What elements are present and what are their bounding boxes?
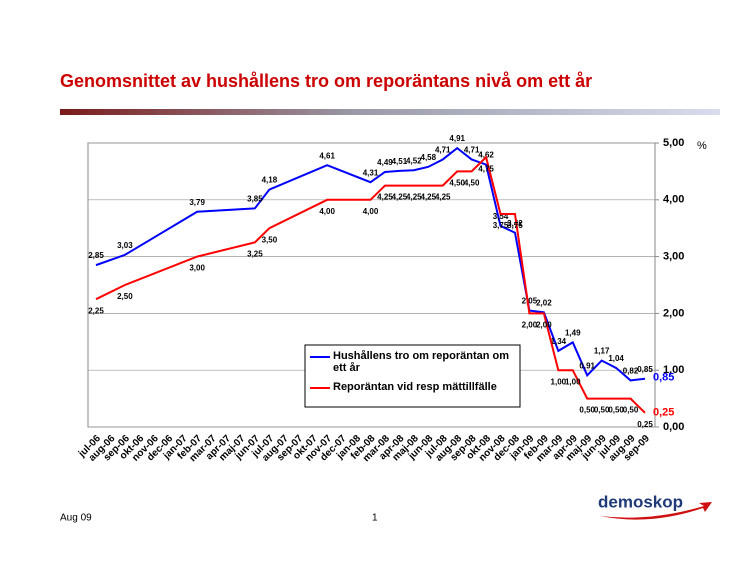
logo: demoskop	[598, 492, 683, 511]
data-label: 1,00	[551, 377, 567, 386]
y-tick-label: 0,00	[663, 421, 684, 433]
y-tick-label: 3,00	[663, 251, 684, 263]
data-label: 3,75	[493, 221, 509, 230]
data-label: 4,71	[464, 146, 480, 155]
data-label: 4,58	[421, 153, 437, 162]
series-line	[95, 146, 646, 382]
data-label: 2,00	[536, 321, 552, 330]
data-label: 1,04	[608, 354, 624, 363]
y-tick-label: 2,00	[663, 307, 684, 319]
data-label: 1,00	[565, 377, 581, 386]
data-label: 4,25	[421, 193, 437, 202]
data-label: 4,25	[435, 193, 451, 202]
data-label: 0,85	[637, 365, 653, 374]
page-number: 1	[372, 513, 378, 524]
legend-label-box: Hushållens tro om reporäntan om ett år	[333, 350, 510, 374]
data-label: 4,51	[392, 157, 408, 166]
data-label: 4,25	[392, 193, 408, 202]
data-label: 2,02	[536, 298, 552, 307]
data-label: 1,49	[565, 328, 581, 337]
data-label: 2,05	[522, 297, 538, 306]
data-label: 4,62	[478, 151, 494, 160]
end-label: 0,85	[653, 372, 674, 384]
data-label: 4,31	[363, 168, 379, 177]
data-label: 3,85	[247, 194, 263, 203]
data-label: 0,50	[594, 406, 610, 415]
unit-label: %	[697, 140, 707, 152]
data-label: 3,50	[262, 235, 278, 244]
data-label: 4,71	[435, 146, 451, 155]
legend	[304, 344, 521, 408]
data-label: 3,75	[507, 221, 523, 230]
footer-date: Aug 09	[60, 513, 92, 524]
legend-items: Hushållens tro om reporäntan om ett år Re…	[310, 350, 510, 393]
data-label: 2,85	[88, 251, 104, 260]
chart-title: Genomsnittet av hushållens tro om reporä…	[60, 71, 592, 91]
end-label: 0,25	[653, 407, 674, 419]
data-label: 3,54	[493, 212, 509, 221]
legend-label-box: Reporäntan vid resp mättillfälle	[333, 381, 497, 393]
data-label: 4,75	[478, 164, 494, 173]
data-label: 4,00	[319, 207, 335, 216]
data-label: 4,61	[319, 151, 335, 160]
data-label: 2,25	[88, 306, 104, 315]
data-label: 4,91	[449, 134, 465, 143]
data-label: 3,79	[189, 198, 205, 207]
data-label: 3,25	[247, 250, 263, 259]
data-label: 4,49	[377, 158, 393, 167]
series-line	[95, 155, 646, 414]
data-label: 2,00	[522, 321, 538, 330]
plot: 0,001,002,003,004,005,00jul-06aug-06sep-…	[76, 134, 684, 464]
y-tick-label: 1,00	[663, 364, 684, 376]
data-label: 4,50	[449, 179, 465, 188]
y-tick-label: 4,00	[663, 194, 684, 206]
data-label: 4,50	[464, 179, 480, 188]
data-label: 2,50	[117, 292, 133, 301]
legend-label: Hushållens tro om reporäntan om ett år	[333, 350, 510, 374]
data-label: 0,25	[637, 420, 653, 429]
data-label: 4,52	[406, 156, 422, 165]
data-label: 3,42	[507, 219, 523, 228]
y-tick-label: 5,00	[663, 137, 684, 149]
data-label: 0,50	[623, 406, 639, 415]
title-bar	[60, 109, 720, 115]
data-label: 4,25	[377, 193, 393, 202]
data-label: 0,50	[579, 406, 595, 415]
data-label: 3,00	[189, 264, 205, 273]
data-label: 3,03	[117, 241, 133, 250]
data-label: 1,34	[551, 337, 567, 346]
data-label: 0,50	[608, 406, 624, 415]
data-label: 0,91	[579, 361, 595, 370]
logo-swoosh	[600, 502, 712, 520]
data-label: 4,00	[363, 207, 379, 216]
data-label: 0,82	[623, 367, 639, 376]
data-label: 4,25	[406, 193, 422, 202]
data-label: 4,18	[262, 176, 278, 185]
legend-label: Reporäntan vid resp mättillfälle	[333, 381, 497, 393]
data-label: 1,17	[594, 347, 610, 356]
